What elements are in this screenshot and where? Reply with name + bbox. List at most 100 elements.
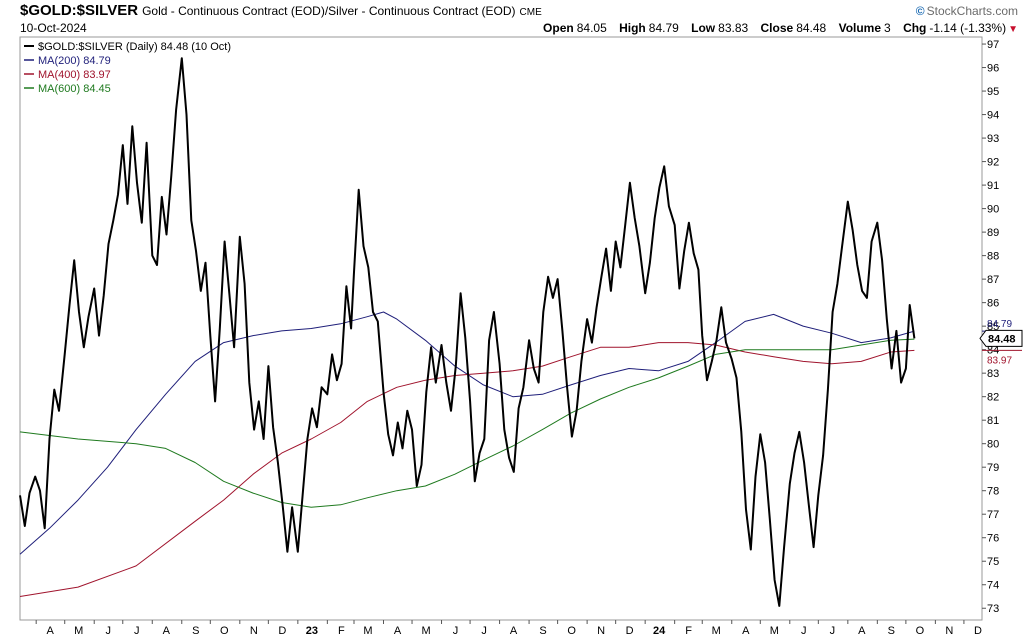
low-label: Low [691, 21, 716, 35]
y-tick-label: 76 [987, 533, 999, 545]
symbol-description: Gold - Continuous Contract (EOD)/Silver … [142, 4, 516, 18]
x-tick-label: A [394, 625, 402, 637]
legend-entry: MA(600) 84.45 [24, 83, 111, 95]
x-tick-label: J [801, 625, 807, 637]
x-tick-label: O [916, 625, 925, 637]
x-tick-label: J [830, 625, 836, 637]
x-tick-label: O [220, 625, 229, 637]
x-tick-label: D [626, 625, 634, 637]
x-tick-label: M [74, 625, 83, 637]
ma-series-line-1 [19, 311, 915, 555]
x-tick-label: F [338, 625, 345, 637]
chart-header: $GOLD:$SILVER Gold - Continuous Contract … [20, 2, 1018, 22]
open-label: Open [543, 21, 574, 35]
open-value: 84.05 [576, 21, 607, 35]
y-tick-label: 81 [987, 415, 999, 427]
y-tick-label: 90 [987, 204, 999, 216]
volume-value: 3 [884, 21, 891, 35]
y-tick-label: 75 [987, 556, 999, 568]
y-tick-label: 82 [987, 392, 999, 404]
high-value: 84.79 [648, 21, 679, 35]
stockcharts-logo-icon: © [915, 4, 925, 18]
symbol-title: $GOLD:$SILVER [20, 2, 139, 19]
x-tick-label: J [134, 625, 140, 637]
x-tick-label: F [685, 625, 692, 637]
y-tick-label: 77 [987, 509, 999, 521]
x-tick-label: J [453, 625, 459, 637]
legend-entry: MA(400) 83.97 [24, 69, 111, 81]
ma-price-label: 84.79 [987, 319, 1012, 330]
x-tick-label: M [421, 625, 430, 637]
y-tick-label: 83 [987, 368, 999, 380]
chart-date: 10-Oct-2024 [20, 21, 87, 35]
brand-link[interactable]: © StockCharts.com [916, 4, 1018, 18]
legend-label: MA(400) 83.97 [38, 69, 111, 81]
y-tick-label: 89 [987, 227, 999, 239]
chg-value: -1.14 (-1.33%) [929, 21, 1007, 35]
y-tick-label: 96 [987, 63, 999, 75]
y-tick-label: 86 [987, 298, 999, 310]
close-label: Close [760, 21, 794, 35]
x-tick-label: N [945, 625, 953, 637]
last-price-tag: 84.48 [979, 329, 1023, 347]
brand-label: StockCharts.com [926, 4, 1018, 18]
legend-label: $GOLD:$SILVER (Daily) 84.48 (10 Oct) [38, 41, 231, 53]
x-tick-label: S [539, 625, 546, 637]
axes: 7374757677787980818283848586878889909192… [35, 39, 999, 637]
low-value: 83.83 [718, 21, 749, 35]
x-tick-label: S [888, 625, 895, 637]
x-tick-label: A [163, 625, 171, 637]
down-triangle-icon: ▼ [1008, 24, 1018, 35]
volume-label: Volume [838, 21, 882, 35]
ma-price-label: 83.97 [987, 355, 1012, 366]
last-price-box [979, 329, 1023, 347]
y-tick-label: 94 [987, 110, 999, 122]
series-lines [19, 57, 916, 607]
chg-label: Chg [903, 21, 927, 35]
y-tick-label: 78 [987, 486, 999, 498]
x-tick-label: 24 [653, 625, 666, 637]
x-tick-label: A [510, 625, 518, 637]
x-tick-label: M [770, 625, 779, 637]
x-tick-label: A [858, 625, 866, 637]
close-value: 84.48 [796, 21, 827, 35]
plot-border [19, 36, 983, 621]
exchange-label: CME [519, 7, 542, 18]
legend-label: MA(200) 84.79 [38, 55, 111, 67]
legend: $GOLD:$SILVER (Daily) 84.48 (10 Oct) MA(2… [24, 41, 231, 95]
y-tick-label: 97 [987, 39, 999, 51]
y-tick-label: 73 [987, 603, 999, 615]
x-tick-label: D [974, 625, 982, 637]
x-tick-label: M [363, 625, 372, 637]
ohlc-values: Open 84.05 High 84.79 Low 83.83 Close 84.48 … [543, 21, 1018, 35]
x-tick-label: 23 [306, 625, 318, 637]
y-tick-label: 88 [987, 251, 999, 263]
x-tick-label: A [742, 625, 750, 637]
ma-series-line-3 [19, 338, 915, 508]
legend-entry: $GOLD:$SILVER (Daily) 84.48 (10 Oct) [24, 41, 231, 53]
price-labels: 84.79 84.48 83.97 [979, 319, 1023, 366]
ohlc-bar: 10-Oct-2024 Open 84.05 High 84.79 Low 83.83… [20, 21, 1018, 37]
x-tick-label: J [481, 625, 487, 637]
y-tick-label: 95 [987, 86, 999, 98]
legend-label: MA(600) 84.45 [38, 83, 111, 95]
y-tick-label: 80 [987, 439, 999, 451]
high-label: High [619, 21, 646, 35]
legend-entry: MA(200) 84.79 [24, 55, 111, 67]
x-tick-label: O [567, 625, 576, 637]
x-tick-label: J [105, 625, 111, 637]
x-tick-label: D [278, 625, 286, 637]
x-tick-label: A [47, 625, 55, 637]
x-tick-label: N [597, 625, 605, 637]
y-tick-label: 87 [987, 274, 999, 286]
y-tick-label: 79 [987, 462, 999, 474]
x-tick-label: N [250, 625, 258, 637]
x-tick-label: S [192, 625, 199, 637]
plot-frame [19, 36, 983, 621]
price-series-line [19, 57, 916, 607]
last-price-label: 84.48 [988, 333, 1016, 345]
ma-series-line-2 [19, 342, 915, 597]
y-tick-label: 93 [987, 133, 999, 145]
y-tick-label: 91 [987, 180, 999, 192]
